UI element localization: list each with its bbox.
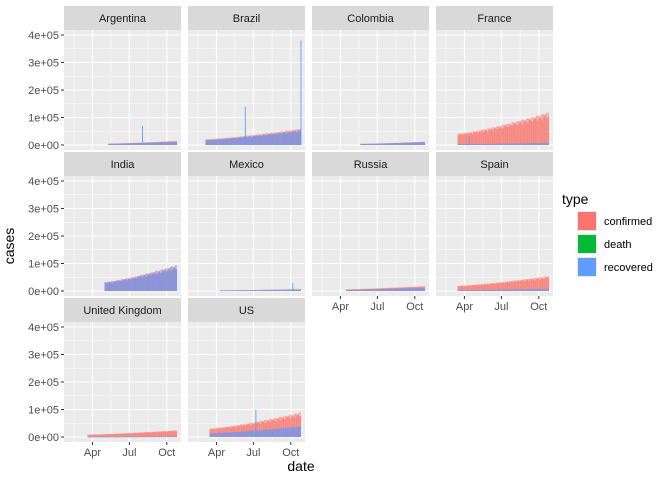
bar-spike bbox=[142, 125, 143, 145]
facet-panel: Brazil bbox=[188, 6, 305, 150]
legend-item: recovered bbox=[577, 257, 653, 277]
facet-strip bbox=[188, 152, 305, 176]
legend-item: confirmed bbox=[577, 211, 652, 231]
legend-swatch bbox=[578, 212, 596, 230]
facet-strip bbox=[64, 6, 181, 30]
facet-panel: France bbox=[436, 6, 553, 150]
y-tick-label: 2e+05 bbox=[28, 231, 59, 243]
bar-spike bbox=[300, 40, 302, 145]
facet-strip-label: Mexico bbox=[229, 159, 264, 171]
y-tick-label: 3e+05 bbox=[28, 204, 59, 216]
y-tick-label: 0e+00 bbox=[28, 432, 59, 444]
x-tick-label: Apr bbox=[456, 301, 473, 313]
bar-spike bbox=[468, 136, 470, 145]
x-tick-label: Oct bbox=[282, 447, 299, 459]
y-tick-label: 4e+05 bbox=[28, 322, 59, 334]
facet-strip bbox=[64, 152, 181, 176]
facet-panel: Spain Apr Jul Oct bbox=[436, 152, 553, 313]
facet-strip bbox=[436, 152, 553, 176]
x-tick-label: Oct bbox=[530, 301, 547, 313]
y-tick-label: 2e+05 bbox=[28, 85, 59, 97]
facet-strip bbox=[188, 6, 305, 30]
facet-panel: United Kingdom 0e+00 1e+05 2e+05 3e+05 4e+05 A… bbox=[28, 298, 181, 459]
x-tick-label: Jul bbox=[122, 447, 136, 459]
facet-strip bbox=[188, 298, 305, 322]
facet-panel: Colombia bbox=[312, 6, 429, 150]
facet-panel: India 0e+00 1e+05 2e+05 3e+05 4e+05 bbox=[28, 152, 181, 298]
y-tick-label: 1e+05 bbox=[28, 113, 59, 125]
x-tick-label: Oct bbox=[406, 301, 423, 313]
x-tick-label: Oct bbox=[158, 447, 175, 459]
facet-panel: US Apr Jul Oct bbox=[188, 298, 305, 459]
y-tick-label: 1e+05 bbox=[28, 405, 59, 417]
x-tick-label: Apr bbox=[208, 447, 225, 459]
y-axis-title: cases bbox=[1, 228, 17, 265]
legend-title: type bbox=[562, 191, 589, 207]
y-tick-label: 3e+05 bbox=[28, 350, 59, 362]
legend-item: death bbox=[577, 234, 632, 254]
facet-strip-label: United Kingdom bbox=[83, 305, 161, 317]
legend: type confirmed death recovered bbox=[562, 191, 653, 277]
facet-panel: Russia Apr Jul Oct bbox=[312, 152, 429, 313]
bar-spike bbox=[255, 409, 257, 437]
legend-items: confirmed death recovered bbox=[577, 211, 653, 277]
facet-strip-label: India bbox=[111, 159, 136, 171]
y-tick-label: 4e+05 bbox=[28, 176, 59, 188]
facet-strip bbox=[64, 298, 181, 322]
x-tick-label: Jul bbox=[494, 301, 508, 313]
x-tick-label: Jul bbox=[370, 301, 384, 313]
y-tick-label: 3e+05 bbox=[28, 58, 59, 70]
bar-spike bbox=[292, 283, 294, 291]
x-tick-label: Apr bbox=[332, 301, 349, 313]
facet-strip-label: Russia bbox=[354, 159, 389, 171]
y-tick-label: 2e+05 bbox=[28, 377, 59, 389]
facet-strip-label: US bbox=[239, 305, 254, 317]
facet-strip bbox=[312, 152, 429, 176]
y-tick-label: 4e+05 bbox=[28, 30, 59, 42]
facet-panels: Argentina 0e+00 1e+05 2e+05 3e+05 4e+05 Brazil… bbox=[28, 6, 553, 459]
y-tick-label: 1e+05 bbox=[28, 259, 59, 271]
facet-strip-label: France bbox=[477, 13, 511, 25]
facet-strip bbox=[312, 6, 429, 30]
y-tick-label: 0e+00 bbox=[28, 140, 59, 152]
x-tick-label: Apr bbox=[84, 447, 101, 459]
legend-swatch bbox=[578, 235, 596, 253]
legend-swatch bbox=[578, 258, 596, 276]
bar-spike bbox=[244, 106, 246, 145]
facet-strip-label: Brazil bbox=[233, 13, 261, 25]
facet-panel: Mexico bbox=[188, 152, 305, 296]
facet-strip bbox=[436, 6, 553, 30]
y-tick-label: 0e+00 bbox=[28, 286, 59, 298]
legend-label: death bbox=[604, 239, 632, 251]
legend-label: confirmed bbox=[604, 216, 652, 228]
x-tick-label: Jul bbox=[246, 447, 260, 459]
facet-panel: Argentina 0e+00 1e+05 2e+05 3e+05 4e+05 bbox=[28, 6, 181, 152]
x-axis-title: date bbox=[287, 458, 314, 474]
facet-strip-label: Argentina bbox=[99, 13, 147, 25]
legend-label: recovered bbox=[604, 262, 653, 274]
facet-strip-label: Colombia bbox=[347, 13, 394, 25]
facet-strip-label: Spain bbox=[480, 159, 508, 171]
